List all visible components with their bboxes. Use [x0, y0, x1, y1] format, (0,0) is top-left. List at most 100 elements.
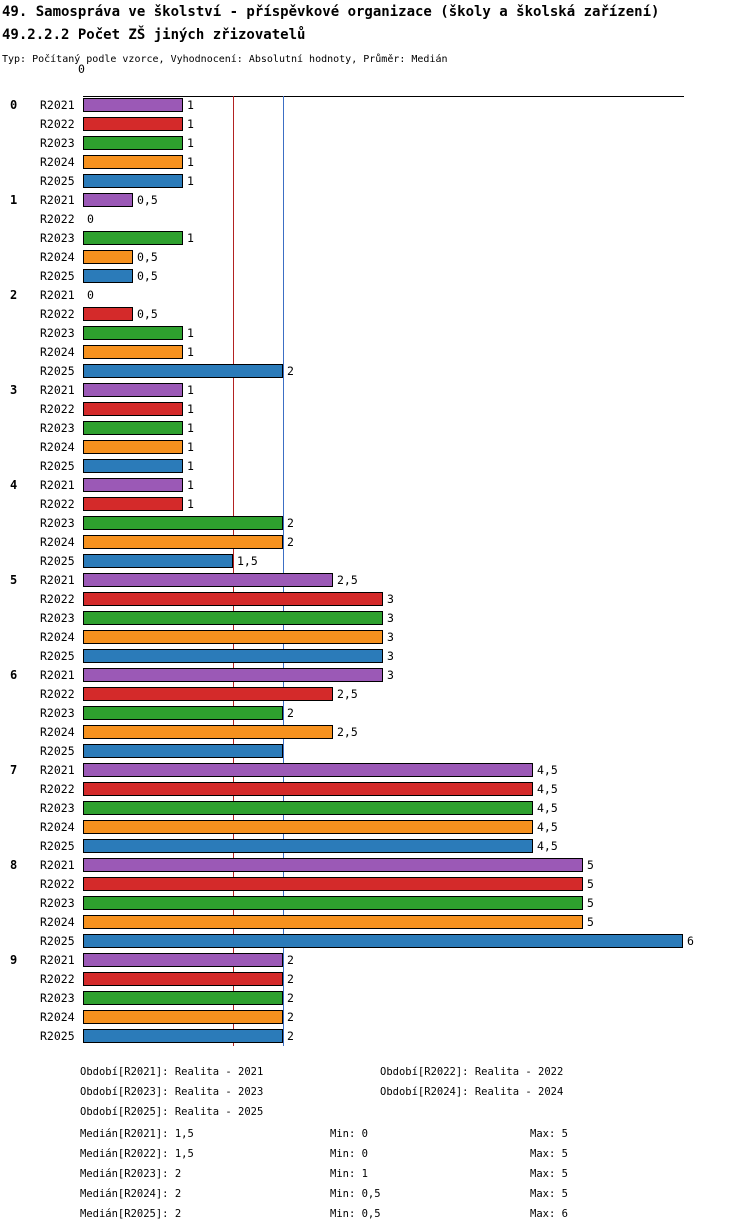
series-label: R2025 [40, 839, 75, 853]
bar-5-r2025 [83, 649, 383, 663]
bar-8-r2023 [83, 896, 583, 910]
bar-value-label: 1 [187, 117, 194, 131]
bar-3-r2023 [83, 421, 183, 435]
group-label-7: 7 [10, 763, 18, 777]
group-label-4: 4 [10, 478, 18, 492]
series-label: R2023 [40, 516, 75, 530]
series-label: R2022 [40, 782, 75, 796]
bar-4-r2023 [83, 516, 283, 530]
bar-value-label: 5 [587, 896, 594, 910]
bar-5-r2023 [83, 611, 383, 625]
series-label: R2022 [40, 877, 75, 891]
series-label: R2025 [40, 269, 75, 283]
series-label: R2025 [40, 364, 75, 378]
bar-value-label: 2 [287, 1029, 294, 1043]
bar-0-r2022 [83, 117, 183, 131]
bar-9-r2023 [83, 991, 283, 1005]
bar-value-label: 1 [187, 383, 194, 397]
group-label-9: 9 [10, 953, 18, 967]
series-label: R2021 [40, 193, 75, 207]
bar-chart: 0 0 R2021 1 R2022 1 R2023 1 R2024 1 R2025 1 1 R2021 0… [10, 62, 694, 1046]
bar-value-label: 1 [187, 459, 194, 473]
bar-value-label: 2 [287, 991, 294, 1005]
bar-value-label: 5 [587, 915, 594, 929]
bar-8-r2024 [83, 915, 583, 929]
series-label: R2025 [40, 744, 75, 758]
bar-value-label: 3 [387, 611, 394, 625]
bar-value-label: 2,5 [337, 725, 358, 739]
legend-min-r2025: Min: 0,5 [330, 1208, 381, 1220]
bar-value-label: 0 [87, 212, 94, 226]
bar-value-label: 3 [387, 630, 394, 644]
bar-value-label: 2 [287, 364, 294, 378]
bar-value-label: 4,5 [537, 782, 558, 796]
legend-min-r2022: Min: 0 [330, 1148, 368, 1160]
bar-5-r2024 [83, 630, 383, 644]
bar-1-r2021 [83, 193, 133, 207]
bar-value-label: 4,5 [537, 801, 558, 815]
bar-6-r2021 [83, 668, 383, 682]
bar-value-label: 0,5 [137, 307, 158, 321]
bar-value-label: 2 [287, 516, 294, 530]
bar-value-label: 6 [687, 934, 694, 948]
series-label: R2021 [40, 668, 75, 682]
series-label: R2025 [40, 1029, 75, 1043]
bar-value-label: 2 [287, 706, 294, 720]
group-label-2: 2 [10, 288, 18, 302]
bar-value-label: 1 [187, 231, 194, 245]
bar-value-label: 4,5 [537, 763, 558, 777]
series-label: R2024 [40, 630, 75, 644]
series-label: R2021 [40, 288, 75, 302]
series-label: R2025 [40, 554, 75, 568]
legend-median-r2025: Medián[R2025]: 2 [80, 1208, 182, 1220]
series-label: R2021 [40, 953, 75, 967]
series-label: R2025 [40, 649, 75, 663]
series-label: R2025 [40, 174, 75, 188]
series-label: R2023 [40, 896, 75, 910]
series-label: R2022 [40, 307, 75, 321]
bar-3-r2024 [83, 440, 183, 454]
bar-value-label: 1 [187, 98, 194, 112]
bar-6-r2022 [83, 687, 333, 701]
bar-4-r2024 [83, 535, 283, 549]
series-label: R2023 [40, 231, 75, 245]
bar-value-label: 5 [587, 858, 594, 872]
series-label: R2021 [40, 763, 75, 777]
median-line-blue [283, 96, 284, 1046]
series-label: R2025 [40, 459, 75, 473]
series-label: R2022 [40, 402, 75, 416]
legend-max-r2023: Max: 5 [530, 1168, 568, 1180]
legend-min-r2024: Min: 0,5 [330, 1188, 381, 1200]
report-subtitle: 49.2.2.2 Počet ZŠ jiných zřizovatelů [2, 27, 306, 43]
bar-value-label: 2 [287, 953, 294, 967]
bar-value-label: 1 [187, 345, 194, 359]
bar-1-r2023 [83, 231, 183, 245]
bar-7-r2022 [83, 782, 533, 796]
report-meta: Typ: Počítaný podle vzorce, Vyhodnocení:… [2, 54, 448, 65]
bar-7-r2024 [83, 820, 533, 834]
group-label-6: 6 [10, 668, 18, 682]
bar-value-label: 1 [187, 136, 194, 150]
bar-6-r2023 [83, 706, 283, 720]
series-label: R2023 [40, 706, 75, 720]
series-label: R2024 [40, 440, 75, 454]
series-label: R2024 [40, 1010, 75, 1024]
bar-value-label: 1 [187, 421, 194, 435]
bar-value-label: 1 [187, 155, 194, 169]
x-axis-origin-label: 0 [78, 62, 85, 76]
bar-value-label: 2 [287, 535, 294, 549]
legend-median-r2024: Medián[R2024]: 2 [80, 1188, 182, 1200]
legend-period-r2022: Období[R2022]: Realita - 2022 [380, 1066, 564, 1078]
legend-period-r2021: Období[R2021]: Realita - 2021 [80, 1066, 264, 1078]
bar-value-label: 0 [87, 288, 94, 302]
bar-0-r2025 [83, 174, 183, 188]
legend-median-r2022: Medián[R2022]: 1,5 [80, 1148, 194, 1160]
bar-value-label: 0,5 [137, 193, 158, 207]
series-label: R2023 [40, 136, 75, 150]
legend-period-r2025: Období[R2025]: Realita - 2025 [80, 1106, 264, 1118]
bar-7-r2021 [83, 763, 533, 777]
legend-period-r2023: Období[R2023]: Realita - 2023 [80, 1086, 264, 1098]
series-label: R2024 [40, 250, 75, 264]
bar-9-r2021 [83, 953, 283, 967]
